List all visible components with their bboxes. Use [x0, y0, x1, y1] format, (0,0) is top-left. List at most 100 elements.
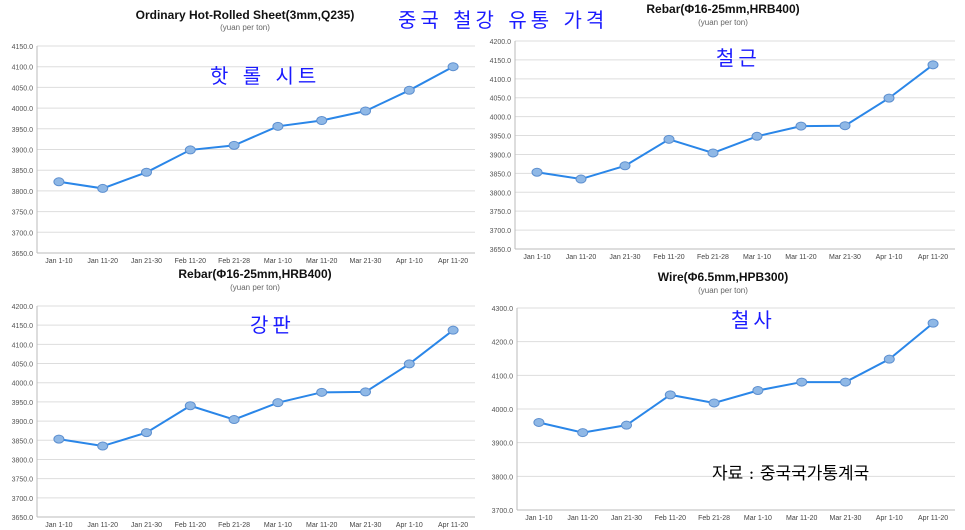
data-point [663, 134, 675, 144]
data-point [184, 145, 196, 155]
x-tick-label: Jan 21-30 [131, 522, 162, 529]
x-tick-label: Mar 1-10 [744, 515, 772, 522]
series-line [538, 322, 934, 434]
data-point [531, 167, 543, 177]
y-tick-label: 3900.0 [492, 441, 514, 448]
x-tick-label: Jan 11-20 [567, 515, 598, 522]
x-tick-label: Apr 1-10 [876, 254, 903, 261]
x-tick-label: Feb 21-28 [218, 258, 250, 265]
x-tick-label: Jan 11-20 [87, 258, 118, 265]
y-tick-label: 4150.0 [12, 323, 34, 330]
x-tick-label: Mar 21-30 [350, 522, 382, 529]
y-tick-label: 4200.0 [492, 340, 514, 347]
x-tick-label: Feb 21-28 [698, 515, 730, 522]
data-point [447, 62, 459, 72]
y-tick-label: 3750.0 [12, 477, 34, 484]
data-point [795, 121, 807, 131]
chart-title: Rebar(Φ16-25mm,HRB400) [178, 267, 332, 281]
data-point [403, 85, 415, 95]
x-tick-label: Feb 21-28 [218, 522, 250, 529]
y-tick-label: 4100.0 [490, 77, 512, 84]
data-point [228, 140, 240, 150]
chart-subtitle: (yuan per ton) [698, 18, 748, 27]
y-tick-label: 3700.0 [12, 230, 34, 237]
x-tick-label: Jan 11-20 [87, 522, 118, 529]
x-tick-label: Feb 11-20 [655, 515, 686, 522]
y-tick-label: 4050.0 [490, 96, 512, 103]
y-tick-label: 4200.0 [490, 39, 512, 46]
overlay-label-rebar: 철근 [716, 46, 761, 70]
x-tick-label: Mar 11-20 [786, 515, 817, 522]
chart-subtitle: (yuan per ton) [698, 286, 748, 295]
x-tick-label: Jan 21-30 [131, 258, 162, 265]
y-tick-label: 3700.0 [12, 496, 34, 503]
x-tick-label: Mar 21-30 [830, 515, 862, 522]
y-tick-label: 3900.0 [12, 148, 34, 155]
data-point [141, 428, 152, 438]
y-tick-label: 3800.0 [12, 189, 34, 196]
y-tick-label: 3650.0 [12, 251, 34, 258]
x-tick-label: Feb 11-20 [653, 254, 684, 261]
series-line [536, 64, 934, 181]
data-point [53, 177, 65, 187]
y-tick-label: 3800.0 [490, 190, 512, 197]
y-tick-label: 3700.0 [490, 228, 512, 235]
data-point [577, 428, 589, 438]
series-line [58, 329, 454, 448]
y-tick-label: 3900.0 [12, 419, 34, 426]
x-tick-label: Mar 21-30 [350, 258, 382, 265]
x-tick-label: Mar 1-10 [743, 254, 771, 261]
y-tick-label: 4000.0 [12, 381, 34, 388]
chart-title: Wire(Φ6.5mm,HPB300) [657, 270, 789, 284]
x-tick-label: Jan 21-30 [609, 254, 640, 261]
data-point [53, 434, 65, 444]
data-point [664, 390, 676, 400]
chart-subtitle: (yuan per ton) [230, 283, 280, 292]
data-point [708, 398, 720, 408]
y-tick-label: 3650.0 [12, 515, 34, 522]
data-point [619, 161, 631, 171]
data-point [839, 121, 851, 131]
x-tick-label: Jan 21-30 [611, 515, 642, 522]
x-tick-label: Mar 11-20 [306, 258, 337, 265]
y-tick-label: 3900.0 [490, 152, 512, 159]
x-tick-label: Jan 1-10 [523, 254, 550, 261]
source-note: 자료 : 중국국가통계국 [712, 464, 870, 484]
chart-title: Rebar(Φ16-25mm,HRB400) [646, 2, 800, 16]
data-point [141, 167, 152, 177]
x-tick-label: Jan 1-10 [525, 515, 552, 522]
chart-subtitle: (yuan per ton) [220, 23, 270, 32]
y-tick-label: 3800.0 [492, 474, 514, 481]
y-tick-label: 4100.0 [12, 342, 34, 349]
data-point [97, 183, 109, 193]
x-tick-label: Jan 1-10 [45, 258, 72, 265]
y-tick-label: 3650.0 [490, 247, 512, 254]
y-tick-label: 4150.0 [490, 58, 512, 65]
x-tick-label: Mar 1-10 [264, 522, 292, 529]
y-tick-label: 3950.0 [12, 400, 34, 407]
data-point [272, 121, 284, 131]
y-tick-label: 3850.0 [490, 171, 512, 178]
data-point [533, 417, 545, 427]
x-tick-label: Feb 21-28 [697, 254, 729, 261]
chart-title: Ordinary Hot-Rolled Sheet(3mm,Q235) [135, 8, 355, 22]
x-tick-label: Feb 11-20 [175, 522, 206, 529]
data-point [228, 415, 240, 425]
y-tick-label: 4050.0 [12, 362, 34, 369]
data-point [927, 318, 939, 328]
y-tick-label: 3950.0 [12, 127, 34, 134]
x-tick-label: Apr 11-20 [438, 522, 468, 529]
y-tick-label: 4100.0 [12, 65, 34, 72]
x-tick-label: Apr 1-10 [876, 515, 903, 522]
data-point [883, 354, 895, 364]
y-tick-label: 3800.0 [12, 457, 34, 464]
data-point [796, 377, 808, 387]
data-point [316, 387, 328, 397]
overlay-label-wire: 철사 [731, 308, 776, 332]
series-line [58, 65, 454, 190]
data-point [751, 131, 763, 141]
x-tick-label: Apr 11-20 [918, 254, 948, 261]
